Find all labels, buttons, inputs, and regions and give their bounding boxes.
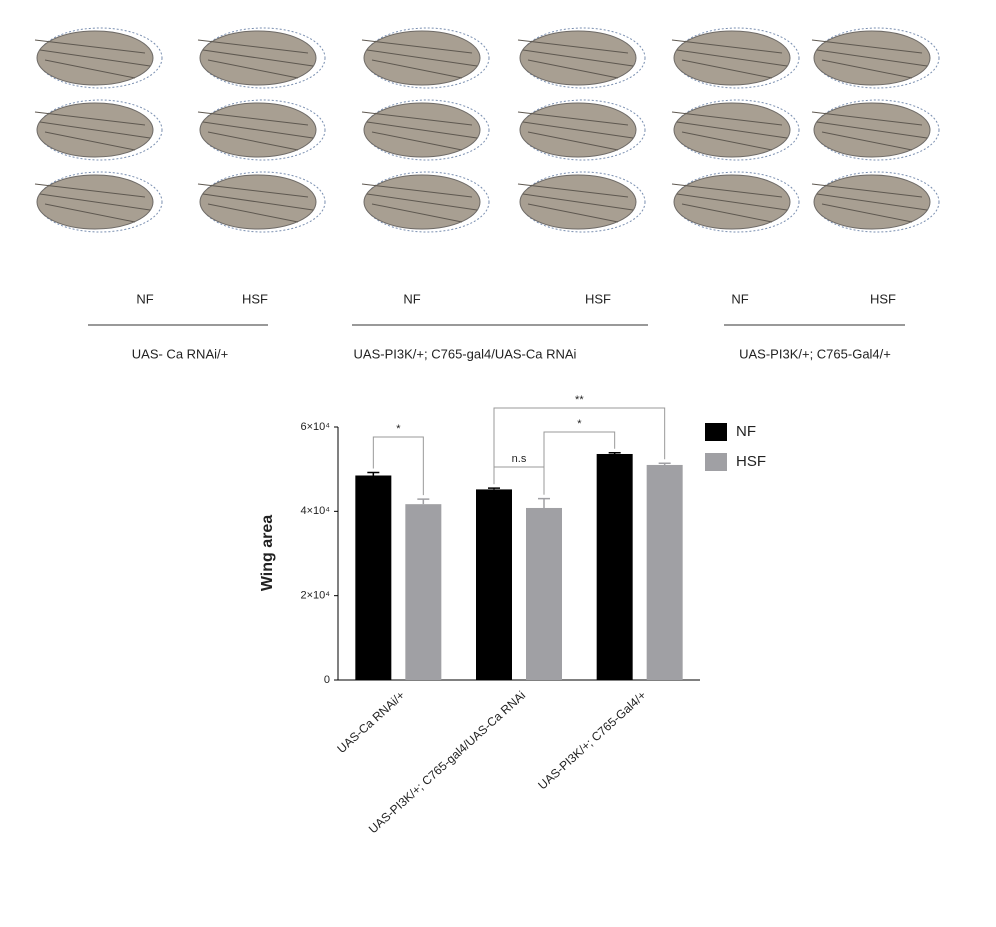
error-bar <box>658 462 671 465</box>
sig-label: ** <box>575 394 584 406</box>
wing-vein <box>361 111 478 151</box>
error-bar <box>608 451 621 454</box>
y-tick-label: 0 <box>324 674 330 686</box>
sig-label: * <box>577 418 582 430</box>
legend-label: HSF <box>736 453 766 470</box>
condition-label: HSF <box>870 291 896 306</box>
condition-label: NF <box>136 291 153 306</box>
bar <box>355 475 392 680</box>
wing-vein <box>517 39 634 79</box>
wing-vein <box>34 183 151 223</box>
sig-label: n.s <box>512 453 527 465</box>
sig-label: * <box>396 423 401 435</box>
wing-vein <box>671 39 788 79</box>
wing-vein <box>671 183 788 223</box>
sig-bracket <box>543 431 616 495</box>
sig-bracket <box>372 436 424 496</box>
group-label: UAS-PI3K/+; C765-gal4/UAS-Ca RNAi <box>354 346 577 361</box>
x-tick-label: UAS-PI3K/+; C765-Gal4/+ <box>535 688 648 792</box>
wing-vein <box>197 39 314 79</box>
wing-vein <box>34 111 151 151</box>
error-bar <box>417 498 430 505</box>
wing-vein <box>811 111 928 151</box>
wing-vein <box>811 39 928 79</box>
condition-label: HSF <box>585 291 611 306</box>
bar <box>646 464 683 680</box>
wing-vein <box>671 111 788 151</box>
y-axis-title: Wing area <box>259 515 276 591</box>
y-tick-label: 6×10⁴ <box>300 421 330 433</box>
wing-vein <box>811 183 928 223</box>
bar <box>526 507 562 680</box>
wing-vein <box>34 39 151 79</box>
condition-label: NF <box>731 291 748 306</box>
legend-label: NF <box>736 423 756 440</box>
y-tick-label: 4×10⁴ <box>300 505 330 517</box>
error-bar <box>538 497 550 508</box>
y-tick-label: 2×10⁴ <box>300 590 330 602</box>
bar <box>405 504 442 680</box>
sig-bracket <box>493 407 666 485</box>
x-tick-label: UAS-Ca RNAi/+ <box>334 688 407 756</box>
bar <box>476 489 512 680</box>
wing-vein <box>197 111 314 151</box>
condition-label: NF <box>403 291 420 306</box>
error-bar <box>488 487 500 490</box>
error-bar <box>367 471 380 476</box>
wing-vein <box>517 183 634 223</box>
condition-label: HSF <box>242 291 268 306</box>
group-label: UAS- Ca RNAi/+ <box>132 346 228 361</box>
legend-swatch <box>705 423 727 441</box>
bar <box>596 453 633 680</box>
wing-vein <box>361 183 478 223</box>
wing-vein <box>197 183 314 223</box>
wing-vein <box>517 111 634 151</box>
legend-swatch <box>705 453 727 471</box>
group-label: UAS-PI3K/+; C765-Gal4/+ <box>739 346 891 361</box>
wing-vein <box>361 39 478 79</box>
